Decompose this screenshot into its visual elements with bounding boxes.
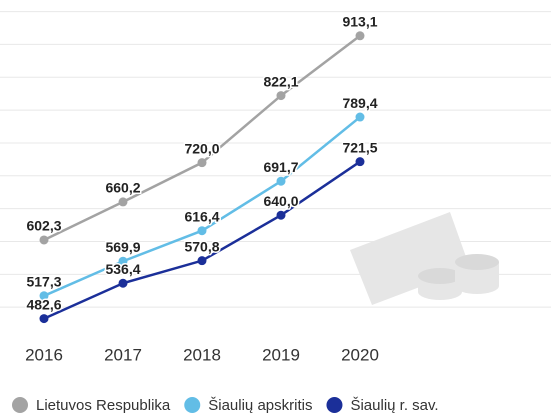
data-label: 913,1 xyxy=(342,14,377,30)
data-point xyxy=(39,235,49,245)
data-point xyxy=(276,210,286,220)
data-point xyxy=(197,226,207,236)
x-tick-label: 2018 xyxy=(183,345,221,364)
legend-label: Lietuvos Respublika xyxy=(36,397,171,414)
data-label: 616,4 xyxy=(184,208,219,224)
x-tick-label: 2017 xyxy=(104,345,142,364)
x-tick-label: 2019 xyxy=(262,345,300,364)
watermark-icon xyxy=(350,212,499,305)
data-point xyxy=(355,31,365,41)
data-point xyxy=(118,197,128,207)
data-label: 482,6 xyxy=(26,296,61,312)
data-point xyxy=(355,157,365,167)
data-label: 640,0 xyxy=(263,193,298,209)
data-point xyxy=(197,158,207,168)
legend-label: Šiaulių r. sav. xyxy=(350,397,438,414)
data-label: 721,5 xyxy=(342,139,377,155)
data-label: 720,0 xyxy=(184,140,219,156)
data-label: 517,3 xyxy=(26,273,61,289)
data-label: 569,9 xyxy=(105,239,140,255)
data-point xyxy=(276,176,286,186)
x-tick-label: 2016 xyxy=(25,345,63,364)
data-point xyxy=(118,256,128,266)
data-point xyxy=(197,256,207,266)
data-label: 660,2 xyxy=(105,180,140,196)
legend-marker xyxy=(12,397,28,413)
data-point xyxy=(118,278,128,288)
data-label: 570,8 xyxy=(184,238,219,254)
data-label: 536,4 xyxy=(105,261,140,277)
legend-marker xyxy=(184,397,201,413)
data-label: 602,3 xyxy=(26,218,61,234)
data-point xyxy=(39,291,49,301)
x-tick-label: 2020 xyxy=(341,345,379,364)
data-point xyxy=(355,112,365,122)
data-point xyxy=(39,314,49,324)
data-label: 789,4 xyxy=(342,95,377,111)
legend-label: Šiaulių apskritis xyxy=(208,397,312,414)
data-point xyxy=(276,91,286,101)
legend-marker xyxy=(326,397,343,413)
data-label: 822,1 xyxy=(263,73,298,89)
data-label: 691,7 xyxy=(263,159,298,175)
